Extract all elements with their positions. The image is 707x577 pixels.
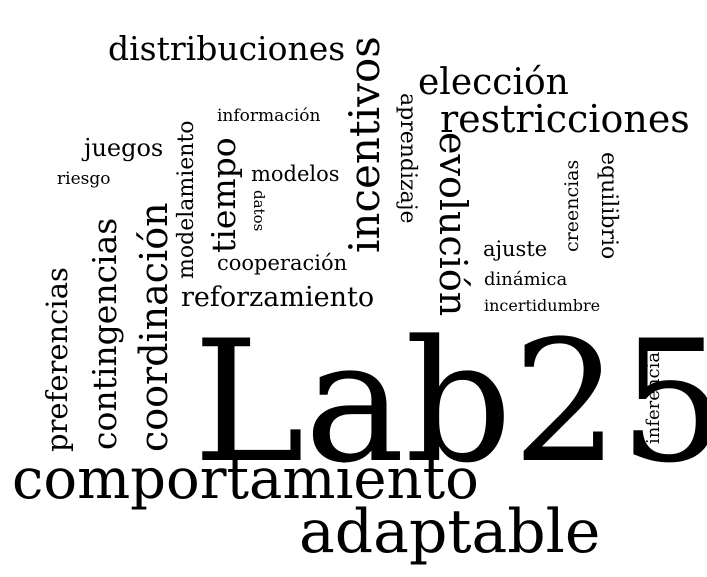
word-preferencias: preferencias (40, 267, 74, 452)
word-modelamiento: modelamiento (174, 120, 199, 279)
word-incentivos: incentivos (340, 36, 389, 253)
word-informacion: información (217, 106, 321, 126)
word-evolucion: evolución (431, 132, 475, 317)
word-coordinacion: coordinación (132, 202, 176, 452)
word-creencias: creencias (561, 159, 583, 252)
word-cooperacion: cooperación (217, 251, 348, 275)
word-equilibrio: equilibrio (596, 152, 621, 260)
word-incertidumbre: incertidumbre (484, 296, 601, 315)
word-juegos: juegos (84, 134, 164, 162)
word-distribuciones: distribuciones (108, 29, 346, 68)
word-modelos: modelos (251, 162, 340, 186)
word-riesgo: riesgo (57, 169, 111, 189)
word-adaptable: adaptable (299, 497, 601, 567)
word-lab25: Lab25 (193, 304, 707, 500)
word-dinamica: dinámica (484, 269, 568, 290)
word-datos: datos (250, 190, 268, 232)
word-reforzamiento: reforzamiento (181, 282, 375, 313)
word-ajuste: ajuste (483, 237, 548, 261)
word-tiempo: tiempo (204, 137, 243, 253)
word-aprendizaje: aprendizaje (395, 93, 420, 224)
word-comportamiento: comportamiento (12, 447, 479, 512)
word-inferencia: inferencia (643, 351, 664, 444)
word-contingencias: contingencias (85, 217, 124, 450)
word-restricciones: restricciones (440, 97, 690, 141)
word-eleccion: elección (418, 62, 569, 103)
